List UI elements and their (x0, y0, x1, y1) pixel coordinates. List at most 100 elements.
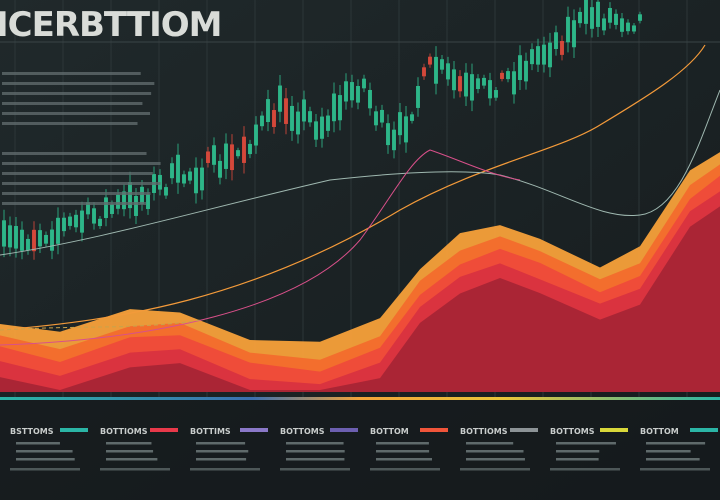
candle (302, 99, 306, 122)
candle (272, 110, 276, 127)
candle (602, 18, 606, 31)
candle (350, 82, 354, 101)
candle (8, 225, 12, 248)
candle (386, 123, 390, 146)
candle (494, 90, 498, 98)
text-line (2, 112, 151, 115)
candle (206, 151, 210, 163)
legend-note (106, 442, 152, 445)
candle (398, 112, 402, 136)
candle (506, 71, 510, 80)
legend-note (466, 442, 514, 445)
candle (638, 14, 642, 21)
candle (338, 95, 342, 121)
legend-note (190, 468, 260, 471)
candle (434, 56, 438, 84)
legend-swatch (420, 428, 448, 432)
candle (146, 194, 150, 210)
candle (422, 67, 426, 77)
candle (290, 105, 294, 131)
legend-note (460, 468, 530, 471)
text-line (2, 152, 147, 155)
candle (524, 60, 528, 82)
candle (308, 111, 312, 123)
candle (320, 116, 324, 139)
title: ICERBTTIOM (0, 5, 221, 45)
candle (296, 111, 300, 135)
legend-note (376, 450, 430, 453)
candle (560, 41, 564, 55)
areas (0, 152, 720, 392)
text-blocks (2, 72, 161, 205)
candle (176, 154, 180, 183)
candle (92, 208, 96, 224)
trend-line (0, 44, 706, 331)
candle (224, 143, 228, 169)
legend-note (376, 458, 432, 461)
candle (620, 18, 624, 32)
legend-swatch (600, 428, 628, 432)
legend-note (16, 458, 75, 461)
candle (230, 144, 234, 171)
candle (134, 195, 138, 216)
candle (50, 229, 54, 251)
legend-note (646, 442, 706, 445)
candle (170, 163, 174, 179)
candle (500, 72, 504, 79)
candle (164, 187, 168, 196)
candle (188, 171, 192, 181)
candle (596, 1, 600, 27)
legend-note (556, 458, 599, 461)
candle (566, 16, 570, 43)
legend-swatch (330, 428, 358, 432)
candle (632, 25, 636, 32)
candle (482, 77, 486, 86)
text-line (2, 102, 143, 105)
candle (14, 226, 18, 249)
candle (572, 20, 576, 48)
candle (578, 11, 582, 24)
candle (446, 63, 450, 80)
candle (392, 129, 396, 151)
candle (98, 218, 102, 227)
candle (86, 202, 90, 215)
candle (110, 204, 114, 214)
text-line (2, 202, 147, 205)
candle (314, 121, 318, 140)
candle (236, 150, 240, 157)
legend-swatch (240, 428, 268, 432)
legend-note (106, 450, 154, 453)
legend-label: BOTTOM (640, 427, 679, 436)
candle (464, 72, 468, 97)
legend-note (16, 450, 73, 453)
legend-note (556, 442, 616, 445)
legend-note (196, 450, 249, 453)
candle (404, 116, 408, 143)
candle (194, 167, 198, 194)
candle (590, 7, 594, 29)
legend-label: BOTTOMS (280, 427, 325, 436)
legend-swatch (60, 428, 88, 432)
legend-label: BOTTOMS (550, 427, 595, 436)
candle (530, 49, 534, 65)
candle (68, 216, 72, 226)
candle (410, 114, 414, 121)
candle (248, 143, 252, 155)
candle (584, 0, 588, 24)
text-line (2, 182, 161, 185)
legend-note (10, 468, 80, 471)
candle (614, 13, 618, 25)
candle (368, 89, 372, 109)
candle (104, 197, 108, 219)
candle (542, 44, 546, 65)
candle (38, 230, 42, 247)
candle (536, 46, 540, 65)
legend-note (100, 468, 170, 471)
candle (140, 186, 144, 204)
candle (416, 86, 420, 108)
candle (380, 109, 384, 123)
candle (470, 74, 474, 101)
candle (554, 32, 558, 49)
candle (200, 167, 204, 191)
